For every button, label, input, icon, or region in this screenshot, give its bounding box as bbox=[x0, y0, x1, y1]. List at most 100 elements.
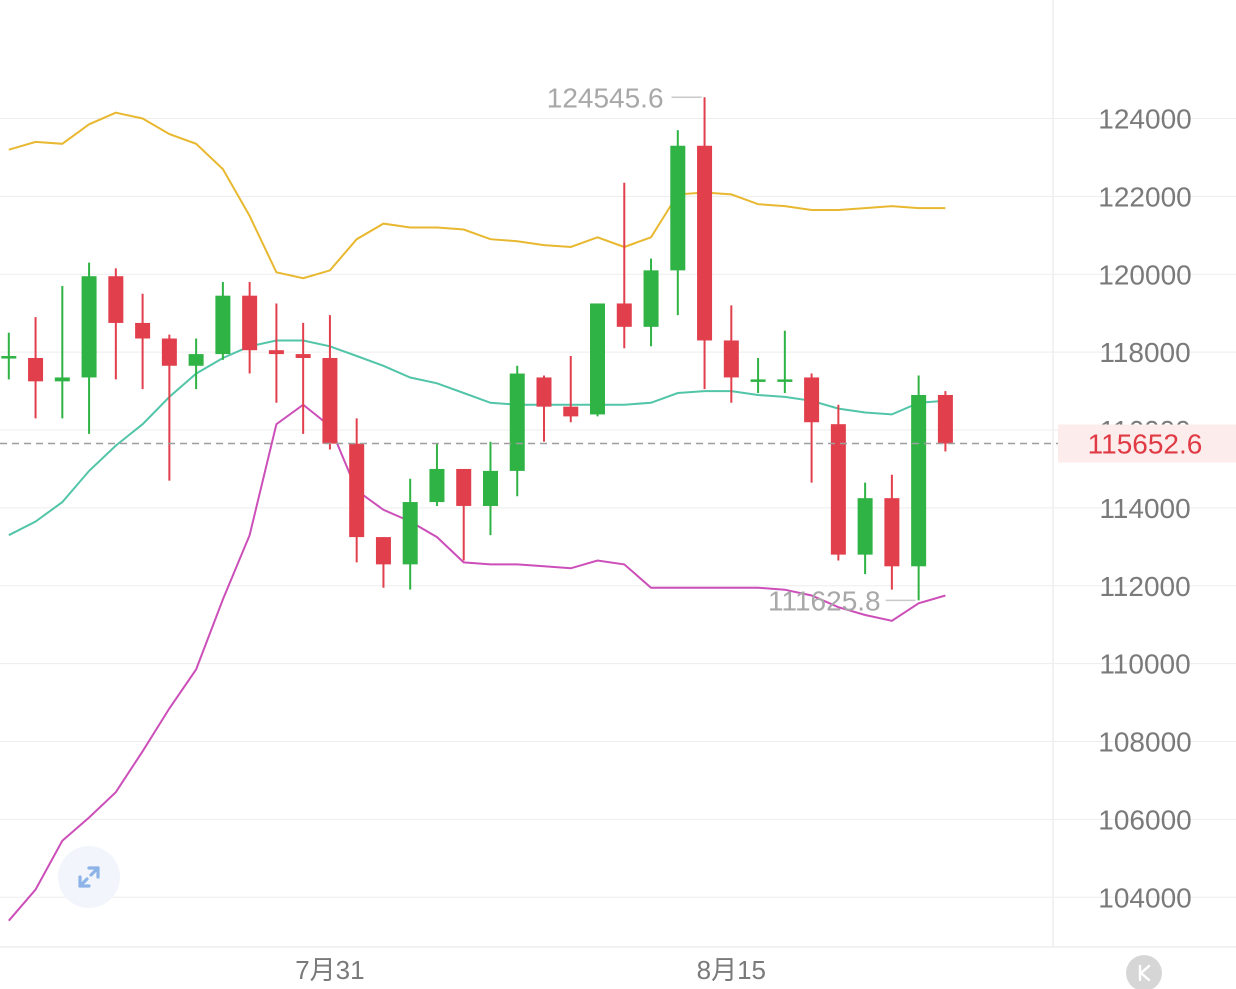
candle-body bbox=[268, 350, 284, 355]
candle-body bbox=[563, 406, 579, 417]
candle-body bbox=[108, 276, 124, 323]
extreme-annotations: 124545.6 111625.8 bbox=[547, 82, 916, 616]
candle-up bbox=[215, 282, 231, 360]
candle-body bbox=[81, 276, 97, 378]
x-axis-tick-labels: 7月31 8月15 bbox=[295, 955, 766, 985]
candle-down bbox=[937, 391, 953, 452]
candle-up bbox=[188, 338, 204, 390]
candle-body bbox=[54, 377, 70, 382]
y-axis-tick-labels: 1040001060001080001100001120001140001160… bbox=[1098, 104, 1191, 914]
candle-down bbox=[28, 317, 44, 419]
axis-dividers bbox=[0, 0, 1236, 948]
candle-body bbox=[456, 468, 472, 506]
current-price-label: 115652.6 bbox=[1088, 429, 1203, 460]
candle-up bbox=[54, 285, 70, 419]
candle-body bbox=[295, 354, 311, 358]
candle-body bbox=[670, 145, 686, 271]
y-tick-label: 114000 bbox=[1099, 493, 1190, 524]
current-price-box bbox=[1058, 424, 1236, 463]
candle-down bbox=[349, 418, 365, 563]
candle-down bbox=[268, 303, 284, 403]
candle-body bbox=[402, 502, 418, 565]
candle-up bbox=[670, 130, 686, 316]
candle-body bbox=[509, 373, 525, 471]
candle-down bbox=[375, 537, 391, 588]
candle-down bbox=[697, 97, 713, 390]
y-tick-label: 120000 bbox=[1098, 259, 1191, 290]
candle-down bbox=[322, 315, 338, 450]
candle-down bbox=[456, 468, 472, 561]
candle-up bbox=[857, 482, 873, 575]
low-annotation-label: 111625.8 bbox=[768, 585, 881, 616]
candle-body bbox=[322, 357, 338, 444]
candle-body bbox=[750, 379, 766, 382]
candle-up bbox=[1, 332, 17, 380]
current-price-indicator: 115652.6 bbox=[0, 424, 1236, 463]
candle-body bbox=[536, 377, 552, 407]
candle-body bbox=[242, 295, 258, 351]
candle-body bbox=[188, 354, 204, 366]
candle-down bbox=[884, 474, 900, 590]
candle-up bbox=[509, 365, 525, 497]
candle-body bbox=[349, 443, 365, 538]
candle-body bbox=[215, 295, 231, 355]
x-tick-label: 7月31 bbox=[295, 955, 364, 985]
candle-body bbox=[161, 338, 177, 366]
y-tick-label: 122000 bbox=[1098, 181, 1191, 212]
y-tick-label: 118000 bbox=[1099, 337, 1190, 368]
candle-body bbox=[857, 498, 873, 555]
candle-body bbox=[697, 145, 713, 341]
candle-down bbox=[563, 356, 579, 423]
candle-down bbox=[723, 305, 739, 403]
candle-up bbox=[482, 441, 498, 536]
candle-up bbox=[750, 357, 766, 394]
y-tick-label: 124000 bbox=[1098, 104, 1191, 135]
high-annotation-label: 124545.6 bbox=[547, 82, 664, 113]
x-tick-label: 8月15 bbox=[697, 955, 766, 985]
bollinger-bands bbox=[8, 111, 946, 922]
candle-body bbox=[643, 270, 659, 327]
y-tick-label: 104000 bbox=[1098, 882, 1191, 913]
upper-band-line bbox=[8, 111, 946, 280]
candle-down bbox=[108, 268, 124, 380]
candle-down bbox=[536, 375, 552, 442]
candle-body bbox=[28, 357, 44, 382]
candle-up bbox=[777, 330, 793, 394]
candle-down bbox=[242, 282, 258, 374]
kline-toggle-button[interactable] bbox=[1126, 955, 1162, 989]
candles bbox=[1, 97, 953, 601]
candle-body bbox=[830, 424, 846, 555]
candle-body bbox=[884, 498, 900, 567]
candle-body bbox=[723, 340, 739, 378]
candle-down bbox=[616, 182, 632, 349]
candle-body bbox=[937, 394, 953, 444]
candle-up bbox=[81, 262, 97, 434]
candle-body bbox=[375, 537, 391, 565]
middle-band-line bbox=[8, 339, 946, 537]
expand-arrows-icon bbox=[78, 866, 100, 888]
candle-up bbox=[911, 375, 927, 601]
k-letter-icon bbox=[1138, 964, 1151, 982]
candle-down bbox=[295, 322, 311, 434]
candle-body bbox=[616, 303, 632, 327]
y-tick-label: 112000 bbox=[1099, 571, 1190, 602]
candle-up bbox=[643, 258, 659, 347]
candle-up bbox=[402, 478, 418, 590]
lower-band-line bbox=[8, 403, 946, 922]
grid-lines bbox=[0, 118, 1236, 898]
y-tick-label: 108000 bbox=[1098, 727, 1191, 758]
candle-down bbox=[161, 334, 177, 481]
candle-body bbox=[429, 468, 445, 503]
y-tick-label: 110000 bbox=[1099, 649, 1190, 680]
candle-body bbox=[911, 394, 927, 567]
candle-down bbox=[830, 404, 846, 561]
expand-chart-button[interactable] bbox=[58, 846, 120, 908]
candle-down bbox=[135, 293, 151, 390]
candle-down bbox=[804, 373, 820, 483]
candle-body bbox=[1, 356, 17, 359]
candle-body bbox=[482, 470, 498, 506]
candle-body bbox=[135, 322, 151, 339]
candle-up bbox=[429, 443, 445, 506]
